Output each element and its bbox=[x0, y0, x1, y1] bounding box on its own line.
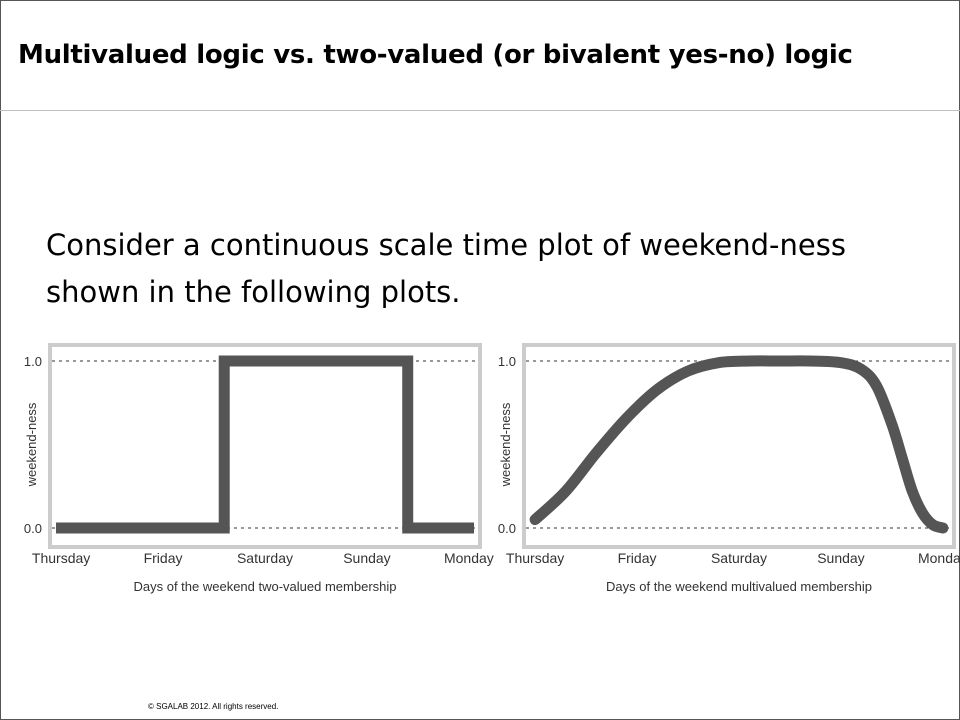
title-divider bbox=[0, 110, 960, 111]
x-tick-label: Monday bbox=[918, 550, 960, 566]
x-axis-label: Days of the weekend two-valued membershi… bbox=[133, 579, 396, 594]
y-tick-label: 1.0 bbox=[24, 354, 42, 369]
y-tick-label: 1.0 bbox=[498, 354, 516, 369]
x-tick-label: Thursday bbox=[506, 550, 564, 566]
x-tick-label: Saturday bbox=[237, 550, 293, 566]
y-axis-label: weekend-ness bbox=[498, 402, 513, 487]
chart-panel-1: 1.0 0.0 weekend-ness Thursday Friday Saturday… bbox=[24, 343, 494, 594]
x-tick-label: Thursday bbox=[32, 550, 90, 566]
x-tick-label: Friday bbox=[144, 550, 183, 566]
plot-frame bbox=[48, 343, 482, 549]
x-tick-label: Saturday bbox=[711, 550, 767, 566]
series-line bbox=[56, 355, 474, 534]
y-tick-label: 0.0 bbox=[24, 521, 42, 536]
charts-area: 1.0 0.0 weekend-ness Thursday Friday Saturday… bbox=[24, 343, 960, 594]
x-tick-label: Monday bbox=[444, 550, 494, 566]
body-line-1: Consider a continuous scale time plot of… bbox=[46, 228, 846, 262]
x-tick-label: Sunday bbox=[343, 550, 390, 566]
chart-panel-2: 1.0 0.0 weekend-ness Thursday Friday Saturday… bbox=[498, 343, 960, 594]
slide-title: Multivalued logic vs. two-valued (or biv… bbox=[18, 40, 853, 70]
y-axis-label: weekend-ness bbox=[24, 402, 39, 487]
series-line bbox=[529, 355, 949, 534]
x-axis-label: Days of the weekend multivalued membersh… bbox=[606, 579, 872, 594]
x-tick-label: Sunday bbox=[817, 550, 864, 566]
x-tick-label: Friday bbox=[618, 550, 657, 566]
slide-body-text: Consider a continuous scale time plot of… bbox=[46, 222, 926, 316]
plot-frame bbox=[522, 343, 956, 549]
copyright-footer: © SGALAB 2012. All rights reserved. bbox=[148, 702, 279, 711]
body-line-2: shown in the following plots. bbox=[46, 275, 461, 309]
y-tick-label: 0.0 bbox=[498, 521, 516, 536]
